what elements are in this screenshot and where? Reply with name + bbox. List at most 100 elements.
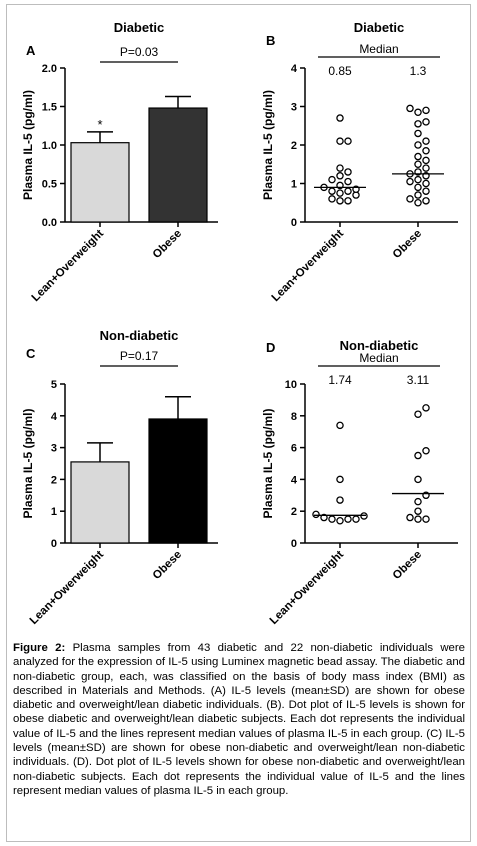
data-point — [336, 496, 344, 504]
data-point — [422, 147, 430, 155]
bar — [70, 142, 130, 223]
data-point — [422, 197, 430, 205]
x-tick-label: Lean+Overweight — [270, 228, 347, 305]
data-point — [414, 120, 422, 128]
y-tick-label: 0.0 — [42, 217, 57, 229]
y-tick-label: 2.0 — [42, 63, 57, 75]
data-point — [414, 410, 422, 418]
data-point — [422, 137, 430, 145]
bracket-label: Median — [359, 351, 398, 365]
median-value-label: 3.11 — [407, 373, 430, 387]
data-point — [344, 515, 352, 523]
p-value-label: P=0.17 — [120, 349, 159, 363]
data-point — [422, 404, 430, 412]
y-tick-label: 0 — [291, 217, 297, 229]
data-point — [344, 187, 352, 195]
data-point — [336, 421, 344, 430]
x-tick-label: Obese — [391, 549, 424, 582]
y-tick-label: 1 — [291, 179, 297, 191]
x-tick-label: Obese — [391, 228, 424, 261]
data-point — [414, 152, 422, 161]
chart-title: Diabetic — [114, 20, 165, 35]
median-value-label: 1.3 — [410, 64, 427, 78]
data-point — [422, 156, 430, 165]
y-tick-label: 0.5 — [42, 179, 57, 191]
data-point — [422, 187, 430, 195]
data-point — [352, 515, 360, 523]
x-tick-label: Lean+Overweight — [30, 228, 107, 305]
data-point — [414, 108, 422, 117]
y-tick-label: 1 — [51, 506, 57, 518]
y-tick-label: 10 — [285, 379, 297, 391]
chart-title: Non-diabetic — [340, 338, 419, 353]
data-point — [336, 197, 344, 205]
y-tick-label: 1.0 — [42, 140, 57, 152]
y-tick-label: 4 — [51, 411, 58, 423]
x-tick-label: Obese — [151, 549, 184, 582]
x-tick-label: Lean+Owerweight — [28, 549, 106, 627]
data-point — [414, 141, 422, 149]
data-point — [414, 451, 422, 460]
data-point — [328, 187, 336, 195]
median-value-label: 0.85 — [328, 64, 352, 78]
data-point — [422, 515, 430, 523]
data-point — [422, 106, 430, 115]
significance-marker: * — [97, 117, 102, 132]
caption-label: Figure 2: — [13, 642, 66, 654]
x-tick-label: Obese — [151, 228, 184, 261]
chart-title: Non-diabetic — [100, 328, 179, 343]
data-point — [336, 114, 344, 122]
data-point — [414, 191, 422, 199]
chart-panel-c: C Non-diabetic Plasma IL-5 (pg/ml) 0 1 2 3 4 5 Le… — [21, 328, 218, 627]
data-point — [414, 160, 422, 168]
y-axis-label: Plasma IL-5 (pg/ml) — [261, 408, 275, 518]
data-point — [336, 475, 344, 484]
data-point — [414, 515, 422, 523]
bar — [70, 461, 130, 544]
bracket-label: Median — [359, 42, 398, 56]
y-axis-label: Plasma IL-5 (pg/ml) — [261, 90, 275, 200]
y-tick-label: 4 — [291, 63, 298, 75]
data-point — [422, 179, 430, 188]
panel-letter: B — [266, 33, 275, 48]
median-value-label: 1.74 — [328, 373, 352, 387]
data-point — [422, 164, 430, 172]
p-value-label: P=0.03 — [120, 45, 159, 59]
caption-text: Plasma samples from 43 diabetic and 22 n… — [13, 642, 466, 797]
bar — [148, 418, 208, 544]
panel-letter: D — [266, 340, 275, 355]
panel-letter: A — [26, 43, 36, 58]
figure-frame — [6, 4, 471, 842]
data-point — [344, 137, 352, 145]
data-point — [336, 172, 344, 180]
data-point — [422, 447, 430, 455]
y-tick-label: 3 — [51, 443, 57, 455]
data-point — [414, 198, 422, 207]
y-tick-label: 2 — [51, 474, 57, 486]
y-tick-label: 5 — [51, 379, 57, 391]
data-point — [406, 513, 414, 522]
y-tick-label: 2 — [291, 506, 297, 518]
data-point — [414, 475, 422, 484]
y-tick-label: 2 — [291, 140, 297, 152]
data-point — [328, 175, 336, 184]
bar — [148, 107, 208, 223]
y-tick-label: 4 — [291, 474, 298, 486]
y-tick-label: 0 — [291, 538, 297, 550]
y-tick-label: 6 — [291, 443, 297, 455]
y-axis-label: Plasma IL-5 (pg/ml) — [21, 408, 35, 518]
chart-panel-d: D Non-diabetic Plasma IL-5 (pg/ml) 0 2 4 6 8 10 L… — [261, 338, 458, 627]
data-point — [320, 513, 328, 522]
data-point — [336, 164, 344, 172]
data-point — [414, 129, 422, 138]
chart-panel-a: A Diabetic Plasma IL-5 (pg/ml) 0.0 0.5 1.0 1.5… — [21, 20, 218, 305]
data-point — [344, 197, 352, 205]
y-tick-label: 3 — [291, 102, 297, 114]
data-point — [406, 195, 414, 203]
panel-letter: C — [26, 346, 36, 361]
data-point — [414, 183, 422, 192]
chart-panel-b: B Diabetic Plasma IL-5 (pg/ml) 0 1 2 3 4 Lean+Ov… — [261, 20, 458, 305]
y-tick-label: 0 — [51, 538, 57, 550]
y-tick-label: 1.5 — [42, 102, 57, 114]
data-point — [328, 195, 336, 203]
